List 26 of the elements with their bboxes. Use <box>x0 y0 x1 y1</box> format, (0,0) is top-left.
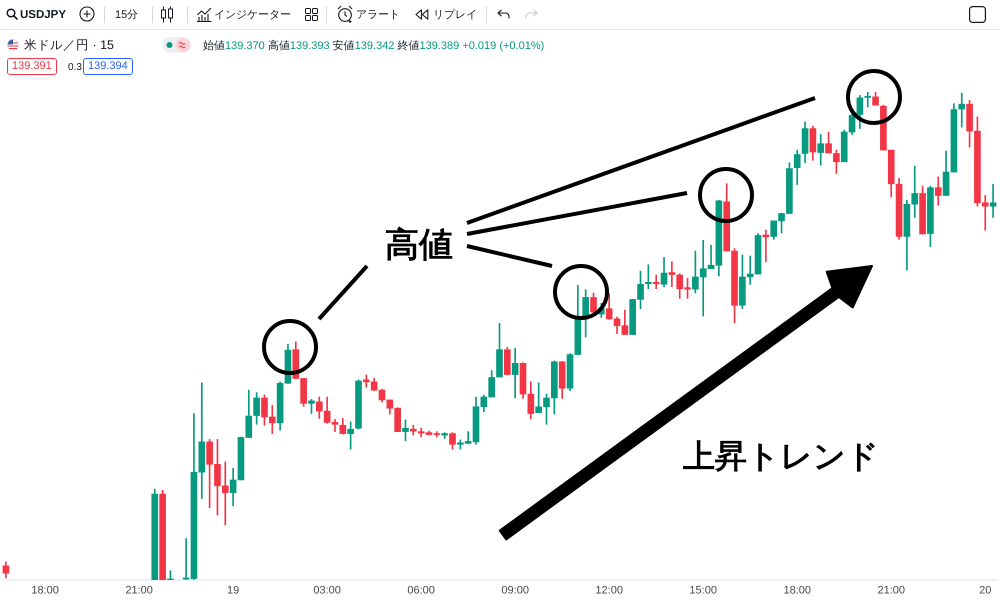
candlestick <box>308 399 315 414</box>
x-tick-label: 21:00 <box>877 584 905 597</box>
x-tick-label: 03:00 <box>313 584 341 597</box>
x-tick-label: 15:00 <box>689 584 717 597</box>
chart-title: 米ドル／円 · 15 <box>24 38 114 52</box>
x-tick-label: 19 <box>226 584 240 597</box>
text: リプレイ <box>433 8 477 22</box>
candlestick <box>402 420 409 442</box>
text: 15分 <box>115 8 138 22</box>
text: 0.3 <box>68 61 82 75</box>
text: USDJPY <box>20 8 66 22</box>
text: インジケーター <box>214 8 291 22</box>
annotation: 高値 <box>385 226 453 264</box>
annotation: 上昇トレンド <box>683 438 879 474</box>
candlestick <box>167 570 174 580</box>
text: アラート <box>356 8 400 22</box>
text: 139.391 <box>7 58 57 75</box>
text: 139.394 <box>83 58 133 75</box>
x-tick-label: 09:00 <box>501 584 529 597</box>
x-tick-label: 18:00 <box>31 584 59 597</box>
x-tick-label: 06:00 <box>407 584 435 597</box>
x-tick-label: 21:00 <box>125 584 153 597</box>
x-tick-label: 12:00 <box>595 584 623 597</box>
x-tick-label: 18:00 <box>783 584 811 597</box>
x-tick-label: 20 <box>979 584 992 597</box>
text: 始値139.370 高値139.393 安値139.342 終値139.389 +0.019 (+0.01%) <box>203 40 544 52</box>
